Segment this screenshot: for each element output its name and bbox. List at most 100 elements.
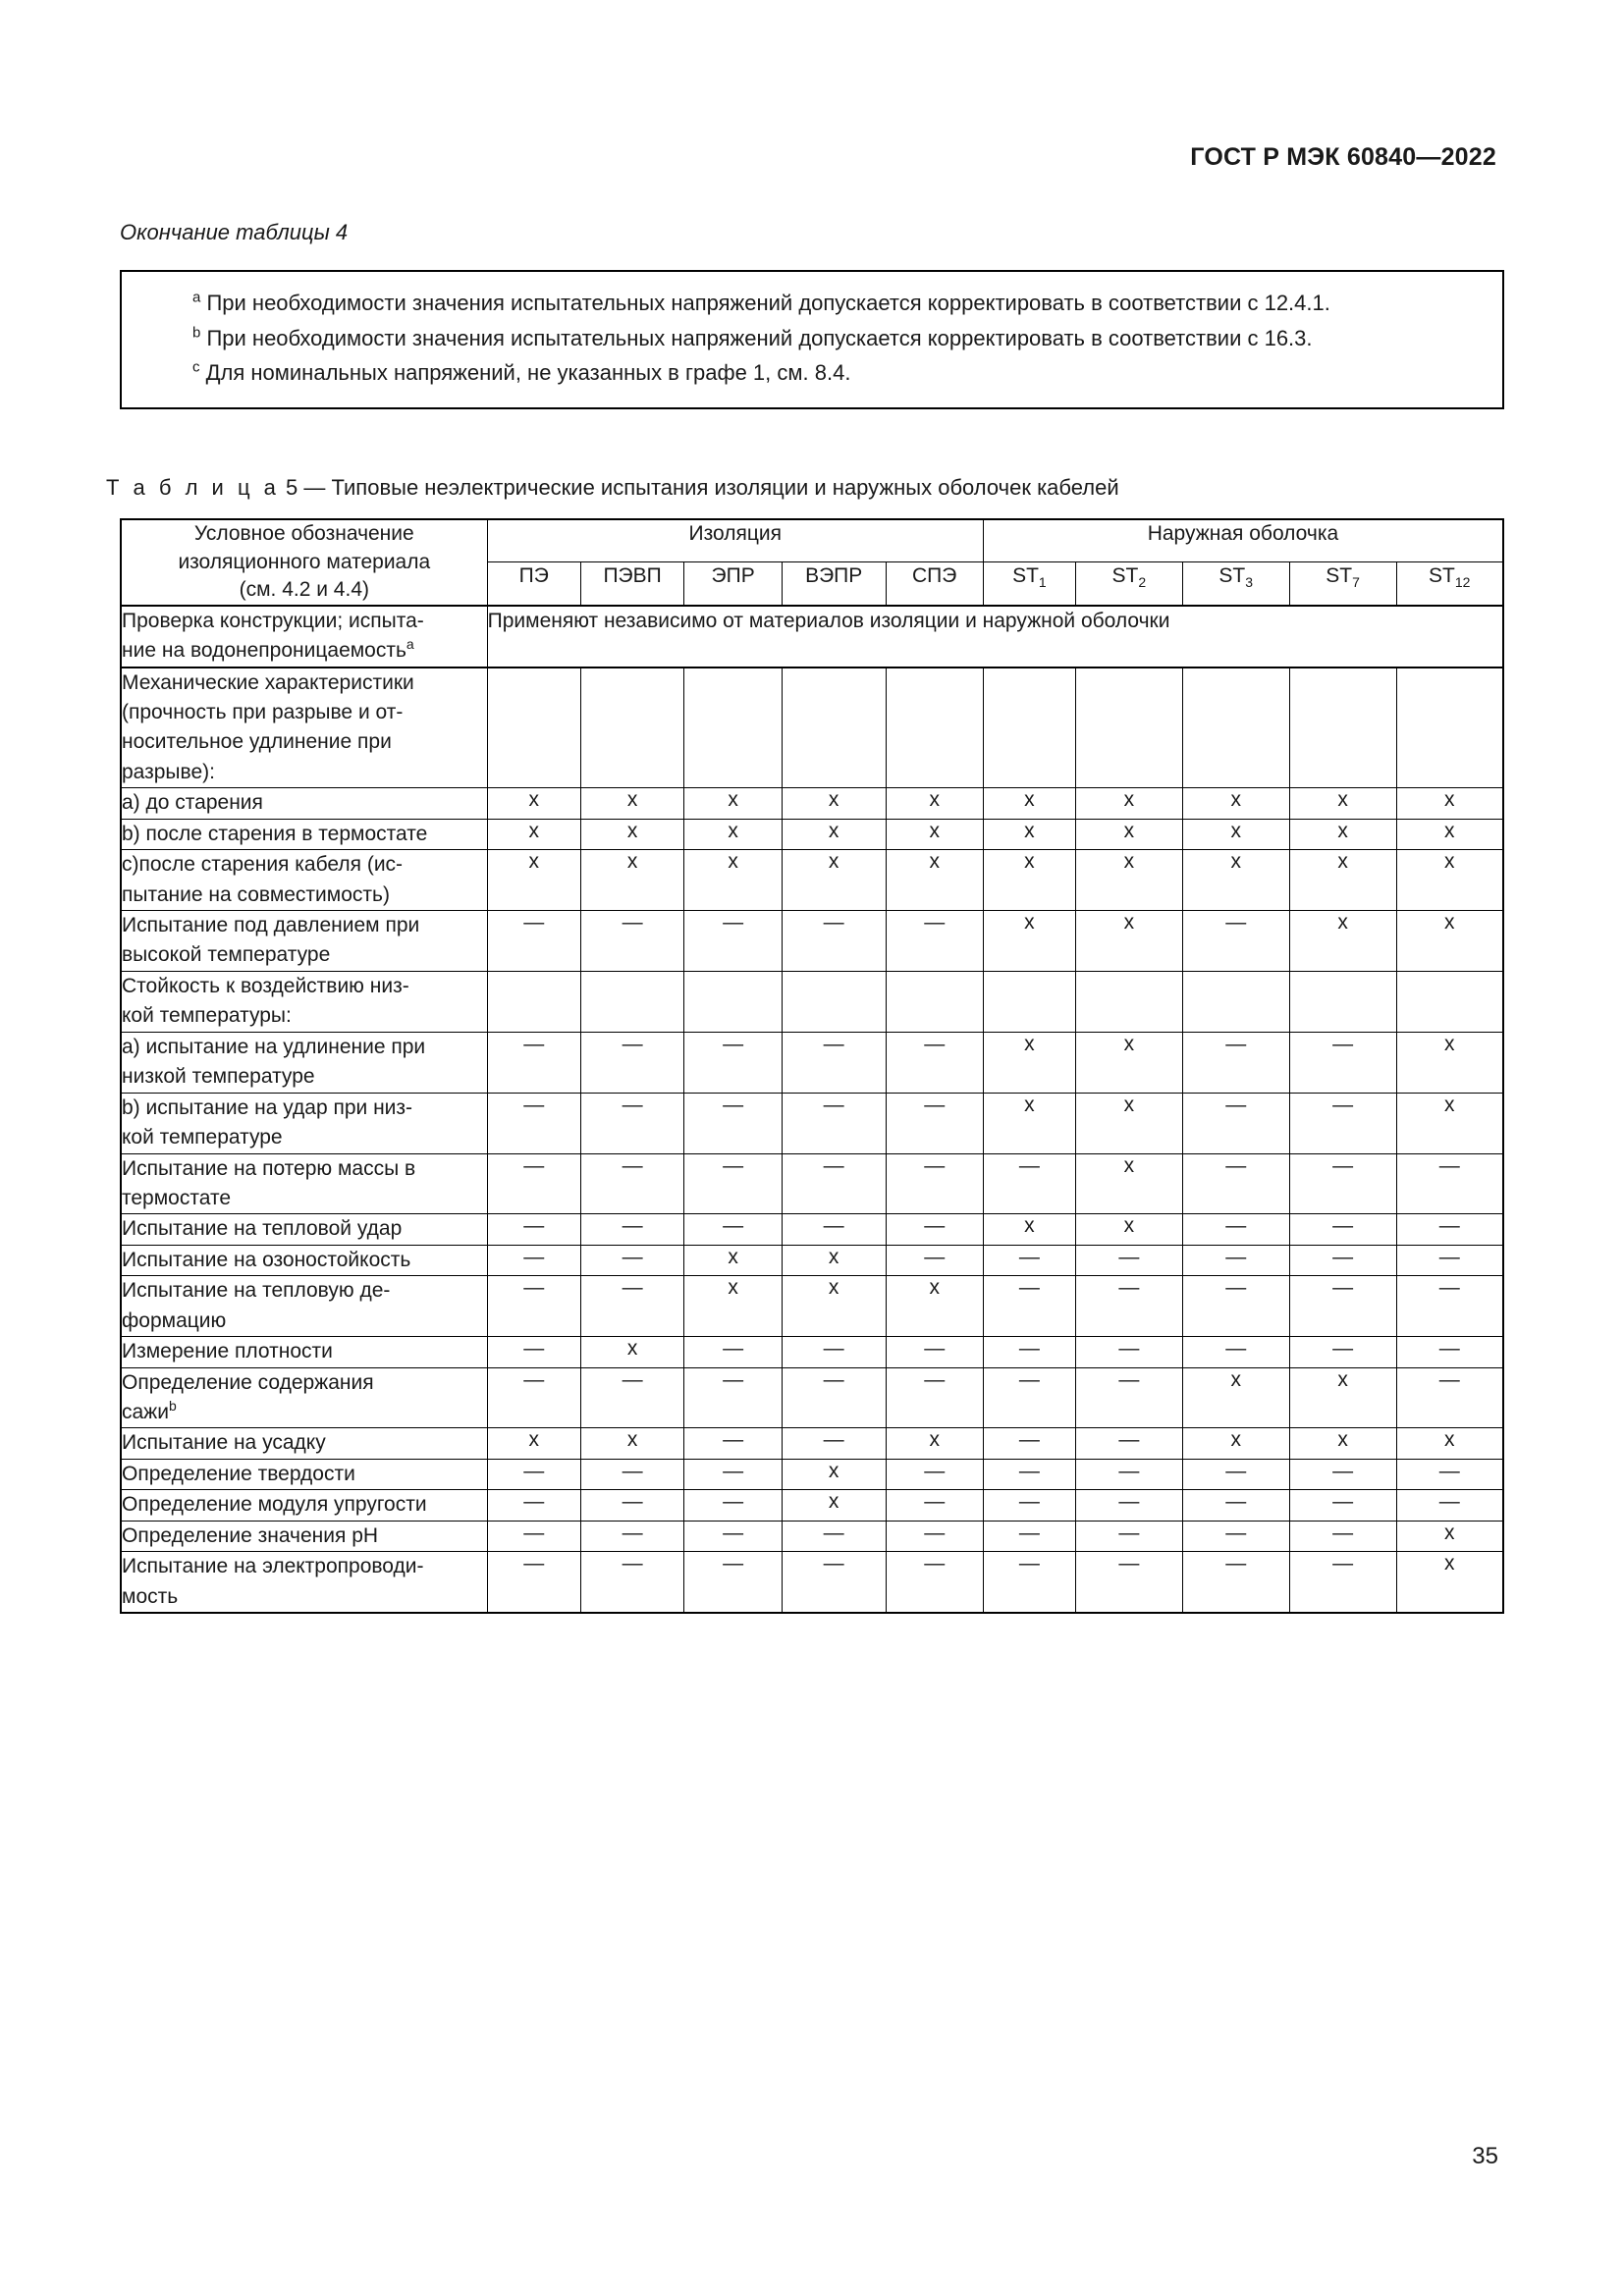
table-row: c)после старения кабеля (ис-пытание на с…: [120, 849, 1504, 912]
cell-mark: x: [982, 849, 1076, 912]
cell-mark: —: [982, 1458, 1076, 1491]
cell-mark: —: [1074, 1551, 1183, 1614]
cell-mark: —: [683, 1458, 783, 1491]
cell-mark: x: [1181, 1366, 1290, 1429]
cell-mark: —: [1395, 1366, 1504, 1429]
table-row: Испытание на потерю массы в термостате — — —…: [120, 1152, 1504, 1215]
cell-mark: x: [486, 787, 581, 820]
cell-mark: —: [885, 1031, 984, 1094]
footnote-c-text: Для номинальных напряжений, не указанных…: [205, 360, 851, 386]
cell-mark: x: [1074, 849, 1183, 912]
row-label-line: носительное удлинение при: [122, 730, 392, 754]
cell-mark: x: [1074, 1152, 1183, 1215]
table5-caption-prefix: Т а б л и ц а: [106, 475, 280, 500]
cell-mark: —: [781, 1336, 887, 1368]
cell-mark: —: [1288, 1092, 1397, 1154]
cell-mark: x: [579, 1336, 685, 1368]
cell-mark: —: [683, 1489, 783, 1522]
cell-mark: x: [982, 818, 1076, 851]
cell-mark: x: [885, 1275, 984, 1338]
cell-mark: —: [885, 1336, 984, 1368]
stub-header-line2: изоляционного материала: [178, 550, 431, 573]
row-label-footnote-marker: b: [168, 1398, 177, 1415]
table-row: a) испытание на удлинение при низкой темп…: [120, 1031, 1504, 1094]
row-label-line: разрыве):: [122, 760, 215, 783]
cell-mark: —: [579, 1520, 685, 1553]
row-label: Определение твердости: [120, 1458, 488, 1491]
cell-mark: —: [1181, 1551, 1290, 1614]
cell-mark: x: [781, 849, 887, 912]
cell-mark: —: [1288, 1489, 1397, 1522]
cell-mark: —: [579, 1458, 685, 1491]
cell-mark: —: [486, 1213, 581, 1246]
cell-mark: —: [486, 910, 581, 972]
cell-mark: [1288, 667, 1397, 789]
cell-mark: —: [781, 1031, 887, 1094]
cell-mark: —: [885, 1520, 984, 1553]
footnote-a-text: При необходимости значения испытательных…: [206, 291, 1330, 315]
cell-mark: —: [1288, 1551, 1397, 1614]
cell-mark: —: [683, 1031, 783, 1094]
cell-mark: —: [579, 1213, 685, 1246]
cell-mark: —: [1288, 1213, 1397, 1246]
row-label: Определение значения pH: [120, 1520, 488, 1553]
cell-mark: x: [1074, 910, 1183, 972]
cell-mark: —: [982, 1520, 1076, 1553]
footnote-b: b При необходимости значения испытательн…: [147, 323, 1477, 355]
row-spanned-note: Применяют независимо от материалов изоля…: [486, 605, 1504, 668]
row-label-line: сажиb: [122, 1398, 177, 1424]
cell-mark: [982, 667, 1076, 789]
cell-mark: —: [1181, 1031, 1290, 1094]
row-label-line: Механические характеристики: [122, 670, 414, 694]
cell-mark: —: [1395, 1275, 1504, 1338]
page-number: 35: [1472, 2143, 1498, 2169]
col-header-epr: ЭПР: [683, 561, 783, 607]
row-label: Испытание на тепловую де-формацию: [120, 1275, 488, 1338]
cell-mark: x: [781, 787, 887, 820]
row-label: Испытание на потерю массы в термостате: [120, 1152, 488, 1215]
cell-mark: —: [1181, 1213, 1290, 1246]
cell-mark: —: [781, 1213, 887, 1246]
cell-mark: —: [781, 1152, 887, 1215]
cell-mark: x: [1074, 1092, 1183, 1154]
col-header-pevp: ПЭВП: [579, 561, 685, 607]
col-header-vepr: ВЭПР: [781, 561, 887, 607]
footnote-c: c Для номинальных напряжений, не указанн…: [147, 357, 1477, 390]
cell-mark: —: [1288, 1152, 1397, 1215]
cell-mark: x: [885, 818, 984, 851]
cell-mark: —: [579, 1489, 685, 1522]
cell-mark: —: [885, 1152, 984, 1215]
col-header-spe: СПЭ: [885, 561, 984, 607]
cell-mark: x: [579, 849, 685, 912]
cell-mark: —: [1288, 1244, 1397, 1277]
footnote-b-text: При необходимости значения испытательных…: [206, 325, 1313, 350]
cell-mark: —: [1395, 1458, 1504, 1491]
row-label-line: c)после старения кабеля (ис-: [122, 853, 404, 877]
table5-head: Условное обозначение изоляционного матер…: [120, 518, 1504, 607]
row-label-line: кой температуры:: [122, 1004, 292, 1028]
row-label: Измерение плотности: [120, 1336, 488, 1368]
table-row: Определение значения pH — — — — — — — — — x: [120, 1520, 1504, 1553]
row-label-line: Испытание на тепловую де-: [122, 1279, 391, 1303]
cell-mark: x: [683, 787, 783, 820]
row-label-line: (прочность при разрыве и от-: [122, 700, 404, 723]
row-label: Стойкость к воздействию низ-кой температ…: [120, 970, 488, 1033]
cell-mark: —: [579, 1366, 685, 1429]
row-label-line: высокой температуре: [122, 943, 331, 967]
row-label: Испытание на электропроводи-мость: [120, 1551, 488, 1614]
row-label-line: Измерение плотности: [122, 1340, 333, 1363]
cell-mark: x: [982, 1092, 1076, 1154]
cell-mark: —: [683, 1092, 783, 1154]
cell-mark: —: [683, 1520, 783, 1553]
table-row: a) до старения x x x x x x x x x x: [120, 787, 1504, 820]
cell-mark: x: [1395, 1551, 1504, 1614]
row-label-line: Определение содержания: [122, 1370, 374, 1394]
cell-mark: x: [579, 1427, 685, 1460]
cell-mark: —: [1288, 1520, 1397, 1553]
cell-mark: —: [1074, 1336, 1183, 1368]
cell-mark: x: [982, 1031, 1076, 1094]
row-label: Испытание на усадку: [120, 1427, 488, 1460]
cell-mark: —: [885, 1458, 984, 1491]
cell-mark: x: [683, 849, 783, 912]
